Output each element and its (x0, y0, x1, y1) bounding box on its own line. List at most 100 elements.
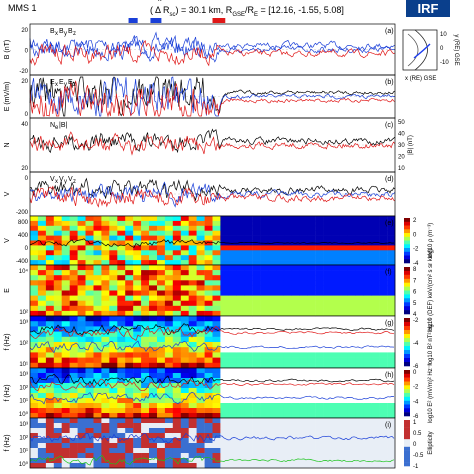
spectrogram-cell (379, 270, 388, 276)
spectrogram-cell (379, 290, 388, 296)
spectrogram-cell (228, 362, 237, 369)
spectrogram-cell (196, 352, 205, 358)
spectrogram-cell (30, 418, 39, 424)
spectrogram-cell (347, 285, 356, 291)
spectrogram-cell (196, 310, 205, 317)
spectrogram-cell (117, 453, 126, 459)
spectrogram-cell (37, 326, 47, 332)
spectrogram-cell (220, 305, 229, 312)
spectrogram-cell (299, 398, 308, 404)
spectrogram-cell (379, 300, 388, 307)
spectrogram-cell (291, 403, 300, 409)
spectrogram-cell (291, 285, 300, 291)
spectrogram-cell (77, 285, 86, 291)
spectrogram-cell (276, 235, 285, 241)
spectrogram-cell (355, 336, 364, 343)
spectrogram-cell (101, 280, 110, 286)
series-a-0 (29, 31, 395, 60)
spectrogram-cell (315, 336, 324, 343)
spectrogram-cell (204, 245, 213, 251)
spectrogram-cell (133, 418, 142, 424)
spectrogram-cell (109, 321, 118, 327)
spectrogram-cell (188, 295, 197, 301)
spectrogram-cell (363, 260, 372, 266)
colorbar-cell (404, 385, 410, 390)
spectrogram-cell (61, 331, 70, 338)
spectrogram-cell (299, 368, 308, 374)
spectrogram-cell (204, 373, 213, 379)
spectrogram-cell (236, 305, 245, 312)
spectrogram-cell (315, 290, 324, 296)
spectrogram-cell (157, 463, 166, 469)
legend-sub-a-0: x (55, 31, 58, 37)
spectrogram-cell (101, 448, 110, 454)
colorbar-cell (404, 318, 410, 323)
spectrogram-cell (331, 428, 340, 434)
spectrogram-cell (69, 368, 78, 374)
spectrogram-cell (77, 453, 86, 459)
spectrogram-cell (339, 285, 348, 291)
spectrogram-cell (339, 331, 348, 338)
spectrogram-cell (323, 393, 332, 399)
spectrogram-cell (141, 270, 150, 276)
spectrogram-cell (260, 383, 269, 389)
spectrogram-cell (69, 453, 78, 459)
spectrogram-cell (93, 458, 102, 464)
spectrogram-cell (228, 342, 237, 348)
spectrogram-cell (212, 245, 221, 251)
spectrogram-cell (276, 290, 285, 296)
spectrogram-cell (93, 255, 102, 261)
spectrogram-cell (37, 368, 47, 374)
colorbar-cell (404, 400, 410, 405)
spectrogram-cell (244, 423, 253, 429)
spectrogram-cell (347, 225, 356, 231)
spectrogram-cell (157, 305, 166, 312)
spectrogram-cell (204, 342, 213, 348)
spectrogram-cell (260, 316, 269, 322)
spectrogram-cell (387, 463, 396, 469)
spectrogram-cell (53, 220, 62, 227)
spectrogram-cell (331, 285, 340, 291)
spectrogram-cell (53, 326, 62, 332)
spectrogram-cell (125, 285, 134, 291)
spectrogram-cell (61, 336, 70, 343)
spectrogram-cell (276, 331, 285, 338)
spectrogram-cell (307, 463, 316, 469)
spectrogram-cell (283, 443, 293, 449)
spectrogram-cell (164, 362, 174, 369)
spectrogram-cell (164, 310, 174, 317)
spectrogram-cell (204, 310, 213, 317)
spectrogram-cell (363, 383, 372, 389)
spectrogram-cell (228, 352, 237, 358)
ytick-d: -200 (16, 210, 29, 216)
spectrogram-cell (220, 413, 229, 419)
spectrogram-cell (276, 383, 285, 389)
spectrogram-cell (149, 342, 158, 348)
spectrogram-cell (141, 300, 150, 307)
inset-ytick: 10 (440, 32, 447, 38)
spectrogram-cell (371, 448, 380, 454)
spectrogram-cell (196, 433, 205, 439)
spectrogram-cell (307, 290, 316, 296)
spectrogram-cell (371, 216, 380, 222)
spectrogram-cell (339, 245, 348, 251)
spectrogram-cell (30, 285, 39, 291)
spectrogram-cell (276, 403, 285, 409)
spectrogram-cell (387, 305, 396, 312)
spectrogram-cell (125, 433, 134, 439)
spectrogram-cell (252, 423, 261, 429)
legend-sub-d-2: z (73, 179, 76, 185)
spectrogram-cell (331, 316, 340, 322)
spectrogram-cell (220, 310, 229, 317)
spectrogram-cell (204, 383, 213, 389)
spectrogram-cell (236, 220, 245, 227)
spectrogram-cell (212, 260, 221, 266)
spectrogram-cell (331, 393, 340, 399)
spectrogram-cell (188, 362, 197, 369)
spectrogram-cell (387, 373, 396, 379)
spectrogram-cell (244, 285, 253, 291)
spectrogram-cell (109, 310, 118, 317)
spectrogram-cell (276, 265, 285, 271)
spectrogram-cell (228, 290, 237, 296)
spectrogram-cell (212, 275, 221, 281)
